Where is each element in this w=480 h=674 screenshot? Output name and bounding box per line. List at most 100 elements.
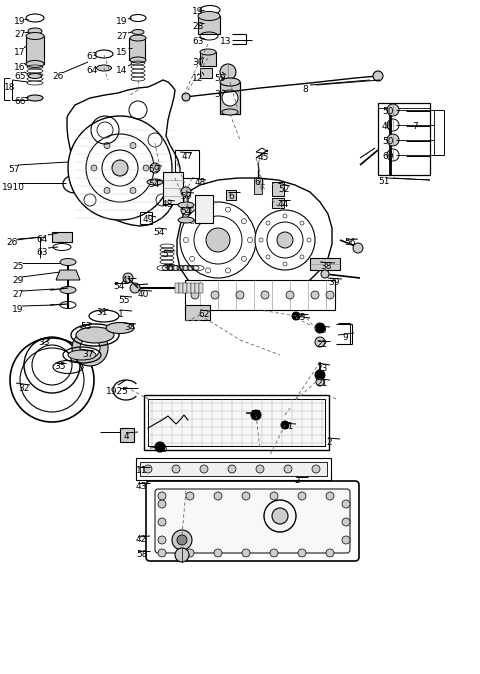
FancyBboxPatch shape [146, 481, 359, 561]
Circle shape [104, 187, 110, 193]
Ellipse shape [205, 268, 211, 273]
Circle shape [86, 134, 154, 202]
Text: 30: 30 [192, 58, 204, 67]
Text: 19: 19 [14, 17, 25, 26]
Text: 63: 63 [36, 248, 48, 257]
Ellipse shape [147, 179, 163, 185]
Ellipse shape [26, 32, 44, 40]
Text: 24: 24 [250, 410, 261, 419]
Circle shape [228, 465, 236, 473]
Circle shape [214, 549, 222, 557]
Ellipse shape [26, 61, 44, 67]
Circle shape [342, 500, 350, 508]
Text: 12: 12 [192, 74, 204, 83]
Circle shape [281, 421, 289, 429]
Text: 42: 42 [136, 535, 147, 544]
Text: 22: 22 [316, 340, 327, 349]
Text: 52: 52 [278, 185, 289, 194]
Circle shape [172, 465, 180, 473]
Circle shape [312, 465, 320, 473]
Circle shape [112, 160, 128, 176]
Text: 1910: 1910 [2, 183, 25, 192]
Text: 43: 43 [136, 482, 147, 491]
Bar [185, 280, 335, 310]
Text: 51: 51 [378, 177, 389, 186]
Ellipse shape [220, 78, 240, 86]
Circle shape [353, 243, 363, 253]
Text: 60: 60 [382, 152, 394, 161]
Text: 64: 64 [36, 235, 48, 244]
Bar [163, 172, 183, 204]
Text: 15: 15 [116, 48, 128, 57]
Text: 21: 21 [282, 422, 293, 431]
Circle shape [387, 134, 399, 146]
Circle shape [214, 492, 222, 500]
Text: 33: 33 [38, 338, 49, 347]
Circle shape [150, 163, 160, 173]
Text: 57: 57 [8, 165, 20, 174]
Text: 7: 7 [412, 122, 418, 131]
Circle shape [256, 465, 264, 473]
Bar [199, 283, 203, 293]
Text: 50: 50 [382, 107, 394, 116]
Circle shape [321, 270, 329, 278]
Text: 2: 2 [294, 476, 300, 485]
Ellipse shape [283, 214, 287, 218]
Text: 66: 66 [14, 97, 25, 106]
Text: 26: 26 [52, 72, 63, 81]
Text: 18: 18 [4, 83, 15, 92]
Circle shape [270, 492, 278, 500]
Circle shape [316, 378, 324, 386]
Text: 54: 54 [148, 180, 159, 189]
Bar [148, 399, 325, 446]
Ellipse shape [68, 350, 96, 360]
Ellipse shape [178, 217, 194, 223]
Text: 44: 44 [278, 200, 289, 209]
Circle shape [242, 492, 250, 500]
Text: 46: 46 [382, 122, 394, 131]
Text: 41: 41 [122, 276, 133, 285]
Bar [198, 16, 220, 34]
Bar [272, 198, 284, 208]
Circle shape [311, 291, 319, 299]
Text: 49: 49 [143, 215, 155, 224]
Circle shape [251, 410, 261, 420]
Bar [310, 258, 340, 270]
Bar [175, 150, 199, 178]
Circle shape [181, 187, 191, 197]
Ellipse shape [241, 218, 246, 224]
Text: 16: 16 [14, 63, 25, 72]
Ellipse shape [96, 65, 111, 71]
Text: 21: 21 [316, 379, 327, 388]
Circle shape [68, 116, 172, 220]
Bar [191, 283, 195, 293]
Text: 58: 58 [136, 550, 147, 559]
Text: 19: 19 [116, 17, 128, 26]
Text: 59: 59 [148, 165, 159, 174]
Ellipse shape [266, 221, 270, 225]
Text: 54: 54 [180, 207, 192, 216]
Circle shape [102, 150, 138, 186]
Text: 27: 27 [14, 30, 25, 39]
Ellipse shape [226, 268, 230, 273]
Circle shape [72, 330, 108, 366]
Bar [120, 428, 134, 442]
Bar [187, 283, 191, 293]
Circle shape [292, 312, 300, 320]
Ellipse shape [190, 218, 194, 224]
Text: 39: 39 [328, 278, 339, 287]
Ellipse shape [200, 49, 216, 55]
Text: 54: 54 [113, 282, 124, 291]
Text: 47: 47 [182, 152, 193, 161]
Circle shape [186, 549, 194, 557]
Bar [175, 283, 179, 293]
Bar [140, 462, 327, 476]
Text: 31: 31 [96, 308, 108, 317]
Circle shape [298, 549, 306, 557]
Text: 36: 36 [162, 264, 173, 273]
Text: 19: 19 [12, 305, 24, 314]
Text: 55: 55 [294, 313, 305, 322]
Ellipse shape [60, 259, 76, 266]
Circle shape [186, 492, 194, 500]
Circle shape [155, 442, 165, 452]
